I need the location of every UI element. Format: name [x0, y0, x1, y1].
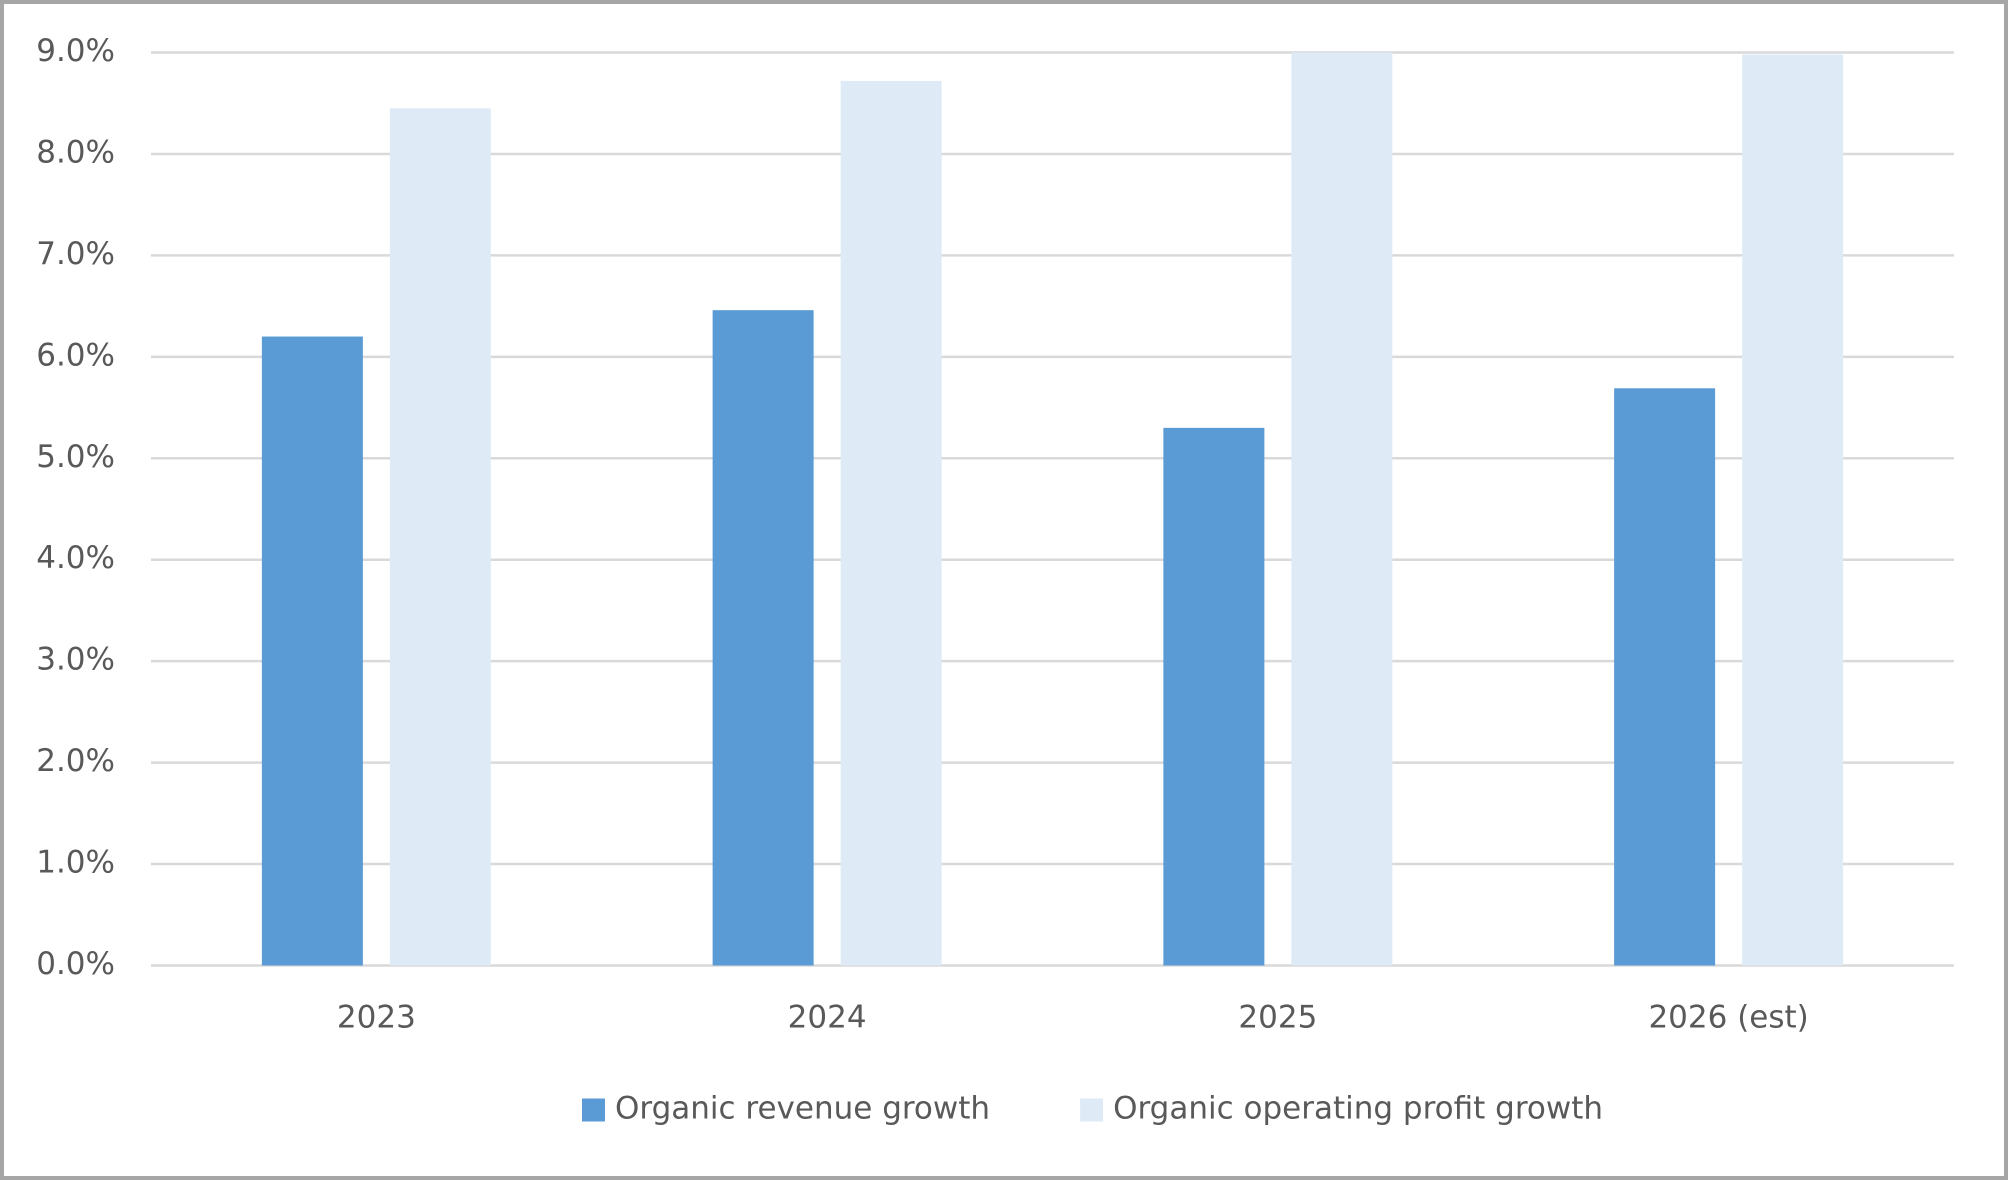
bar [1291, 52, 1393, 966]
bar [712, 310, 814, 966]
bar [389, 108, 491, 966]
x-tick-label: 2024 [788, 1000, 867, 1036]
bar [261, 336, 363, 966]
y-tick-label: 5.0% [36, 439, 115, 475]
bar [1163, 427, 1265, 966]
y-tick-label: 1.0% [36, 845, 115, 881]
legend-label: Organic revenue growth [615, 1091, 990, 1127]
legend-label: Organic operating profit growth [1113, 1091, 1603, 1127]
y-tick-label: 3.0% [36, 642, 115, 678]
y-tick-label: 2.0% [36, 743, 115, 779]
x-tick-label: 2026 (est) [1648, 1000, 1808, 1036]
y-tick-label: 7.0% [36, 236, 115, 272]
bar [1614, 388, 1716, 966]
x-tick-label: 2025 [1238, 1000, 1317, 1036]
bar [840, 80, 942, 966]
legend-swatch [581, 1098, 605, 1122]
y-tick-label: 9.0% [36, 33, 115, 69]
bar [1742, 54, 1844, 966]
y-tick-label: 8.0% [36, 134, 115, 170]
y-tick-label: 0.0% [36, 946, 115, 982]
y-tick-label: 4.0% [36, 540, 115, 576]
y-tick-label: 6.0% [36, 337, 115, 373]
x-tick-label: 2023 [337, 1000, 416, 1036]
legend-swatch [1080, 1098, 1104, 1122]
